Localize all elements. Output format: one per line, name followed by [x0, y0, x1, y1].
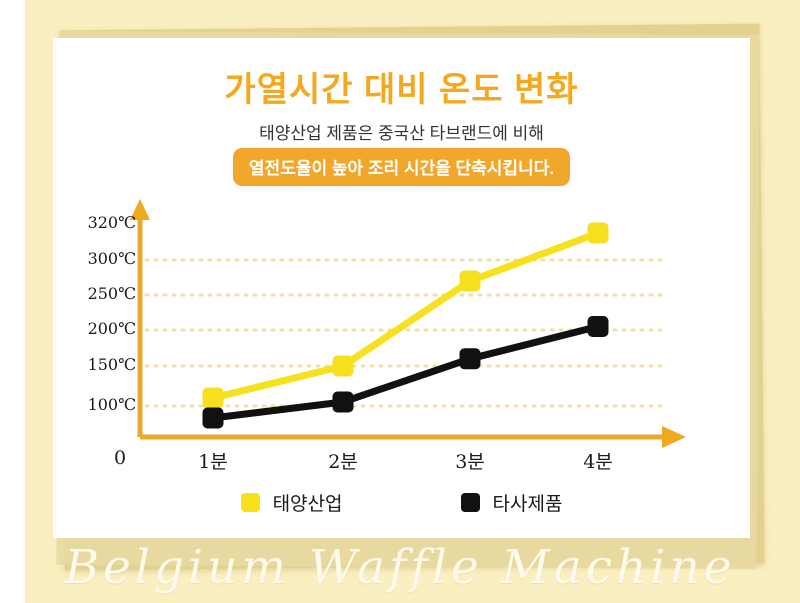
series-line-태양산업	[209, 229, 602, 402]
y-tick-label: 250℃	[87, 284, 136, 303]
y-tick-label: 100℃	[87, 395, 136, 414]
data-point-marker	[587, 316, 609, 337]
content-card	[53, 38, 750, 538]
series-line-타사제품	[209, 323, 602, 422]
highlight-badge: 열전도율이 높아 조리 시간을 단축시킵니다.	[232, 148, 571, 186]
data-point-marker	[459, 348, 481, 370]
chart-series	[202, 222, 609, 429]
x-tick-label: 4분	[583, 451, 613, 473]
legend-item[interactable]: 태양산업	[240, 489, 343, 516]
yellow-square-icon	[240, 493, 260, 512]
x-tick-label: 1분	[198, 451, 228, 473]
x-tick-label: 2분	[328, 451, 358, 473]
chart-gridlines	[144, 258, 670, 408]
chart-axes	[130, 199, 686, 448]
black-square-icon	[460, 493, 480, 512]
legend-label: 타사제품	[492, 494, 563, 515]
page-title: 가열시간 대비 온도 변화	[224, 71, 579, 109]
x-tick-label: 3분	[455, 451, 485, 473]
data-point-marker	[202, 387, 224, 409]
x-origin-label: 0	[113, 447, 127, 469]
data-point-marker	[587, 222, 609, 244]
data-point-marker	[202, 407, 224, 429]
x-axis-arrow-icon	[662, 426, 686, 448]
data-point-marker	[332, 355, 354, 377]
y-axis-arrow-icon	[130, 199, 150, 220]
data-point-marker	[332, 391, 354, 413]
subtitle-text: 태양산업 제품은 중국산 타브랜드에 비해	[259, 124, 544, 143]
y-tick-label: 320℃	[87, 213, 136, 232]
y-tick-label: 300℃	[87, 249, 136, 268]
y-tick-label: 150℃	[87, 355, 136, 374]
chart-legend: 태양산업 타사제품	[53, 489, 750, 516]
legend-label: 태양산업	[272, 494, 343, 515]
data-point-marker	[459, 270, 481, 292]
subtitle-badge-container: 열전도율이 높아 조리 시간을 단축시킵니다.	[53, 148, 750, 186]
legend-item[interactable]: 타사제품	[460, 489, 563, 516]
y-tick-label: 200℃	[87, 319, 136, 338]
